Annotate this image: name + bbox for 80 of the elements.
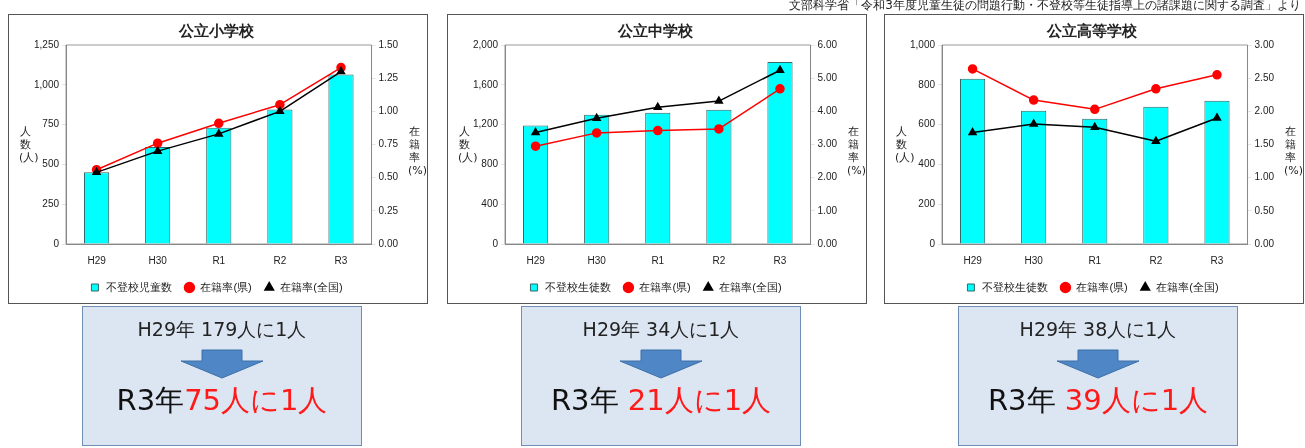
y2-tick-label: 5.00 bbox=[817, 71, 838, 83]
y-tick-label: 1,000 bbox=[33, 78, 60, 90]
y-tick-label: 250 bbox=[42, 197, 60, 209]
y-tick-label: 400 bbox=[481, 197, 499, 209]
x-tick-label: R2 bbox=[712, 254, 726, 266]
y2-tick-label: 1.25 bbox=[378, 71, 399, 83]
x-tick-label: R3 bbox=[773, 254, 787, 266]
y2-tick-label: 1.50 bbox=[1254, 138, 1275, 150]
y-axis-title: 人数(人) bbox=[895, 125, 915, 164]
y2-tick-label: 0.00 bbox=[378, 237, 399, 249]
text: R3年 bbox=[987, 383, 1057, 417]
y2-tick-label: 1.50 bbox=[378, 38, 399, 50]
y-tick-label: 750 bbox=[42, 118, 60, 130]
y-tick-label: 2,000 bbox=[472, 38, 499, 50]
legend-label: 不登校児童数 bbox=[105, 280, 172, 293]
y2-tick-label: 0.00 bbox=[817, 237, 838, 249]
y-tick-label: 1,600 bbox=[472, 78, 499, 90]
y-tick-label: 500 bbox=[42, 158, 60, 170]
text: R3年 bbox=[550, 383, 620, 417]
y2-tick-label: 1.00 bbox=[378, 105, 399, 117]
text: H29年 38人に1人 bbox=[1018, 317, 1178, 342]
chart-title: 公立小学校 bbox=[177, 21, 255, 40]
x-tick-label: R1 bbox=[1088, 254, 1102, 266]
x-tick-label: H29 bbox=[87, 254, 107, 266]
x-tick-label: R1 bbox=[212, 254, 226, 266]
y2-tick-label: 1.00 bbox=[817, 204, 838, 216]
y-tick-label: 0 bbox=[53, 237, 60, 249]
y2-tick-label: 0.50 bbox=[1254, 204, 1275, 216]
x-tick-label: R3 bbox=[334, 254, 348, 266]
text: 75人に1人 bbox=[184, 383, 328, 417]
legend-label: 在籍率(県) bbox=[1076, 280, 1128, 293]
x-tick-label: R1 bbox=[651, 254, 665, 266]
y2-axis-title: 在籍率(%) bbox=[847, 125, 867, 177]
y2-tick-label: 1.00 bbox=[1254, 171, 1275, 183]
y-axis-title: 人数(人) bbox=[19, 125, 39, 164]
y-tick-label: 1,000 bbox=[909, 38, 936, 50]
y2-tick-label: 0.50 bbox=[378, 171, 399, 183]
legend-label: 不登校生徒数 bbox=[981, 280, 1048, 293]
text: H29年 34人に1人 bbox=[581, 317, 741, 342]
text: 39人に1人 bbox=[1064, 383, 1209, 417]
x-tick-label: R2 bbox=[1149, 254, 1163, 266]
x-tick-label: R2 bbox=[273, 254, 287, 266]
y2-tick-label: 0.25 bbox=[378, 204, 399, 216]
y2-tick-label: 0.75 bbox=[378, 138, 399, 150]
y-tick-label: 400 bbox=[918, 158, 936, 170]
y-tick-label: 200 bbox=[918, 197, 936, 209]
y-tick-label: 0 bbox=[929, 237, 936, 249]
y2-tick-label: 2.00 bbox=[1254, 105, 1275, 117]
x-tick-label: H30 bbox=[148, 254, 168, 266]
chart-title: 公立高等学校 bbox=[1046, 21, 1138, 40]
y-tick-label: 1,200 bbox=[472, 118, 499, 130]
y-tick-label: 600 bbox=[918, 118, 936, 130]
y2-tick-label: 0.00 bbox=[1254, 237, 1275, 249]
legend-label: 在籍率(全国) bbox=[719, 280, 782, 293]
y2-axis-title: 在籍率(%) bbox=[1284, 125, 1304, 177]
legend-label: 在籍率(県) bbox=[639, 280, 691, 293]
y2-tick-label: 3.00 bbox=[817, 138, 838, 150]
text: R3年 bbox=[116, 383, 185, 417]
legend-label: 在籍率(全国) bbox=[280, 280, 343, 293]
chart-title: 公立中学校 bbox=[616, 21, 694, 40]
y-tick-label: 800 bbox=[918, 78, 936, 90]
y-tick-label: 1,250 bbox=[33, 38, 60, 50]
x-tick-label: H29 bbox=[963, 254, 983, 266]
x-tick-label: R3 bbox=[1210, 254, 1224, 266]
y2-tick-label: 4.00 bbox=[817, 105, 838, 117]
x-tick-label: H29 bbox=[526, 254, 546, 266]
legend-label: 在籍率(県) bbox=[200, 280, 252, 293]
legend-label: 不登校生徒数 bbox=[544, 280, 611, 293]
text: H29年 179人に1人 bbox=[136, 317, 308, 342]
y2-tick-label: 3.00 bbox=[1254, 38, 1275, 50]
y2-tick-label: 2.50 bbox=[1254, 71, 1275, 83]
x-tick-label: H30 bbox=[1024, 254, 1044, 266]
text: 21人に1人 bbox=[627, 383, 772, 417]
y-tick-label: 0 bbox=[492, 237, 499, 249]
y2-axis-title: 在籍率(%) bbox=[408, 125, 428, 177]
y2-tick-label: 2.00 bbox=[817, 171, 838, 183]
y-tick-label: 800 bbox=[481, 158, 499, 170]
legend-label: 在籍率(全国) bbox=[1156, 280, 1219, 293]
y2-tick-label: 6.00 bbox=[817, 38, 838, 50]
x-tick-label: H30 bbox=[587, 254, 607, 266]
